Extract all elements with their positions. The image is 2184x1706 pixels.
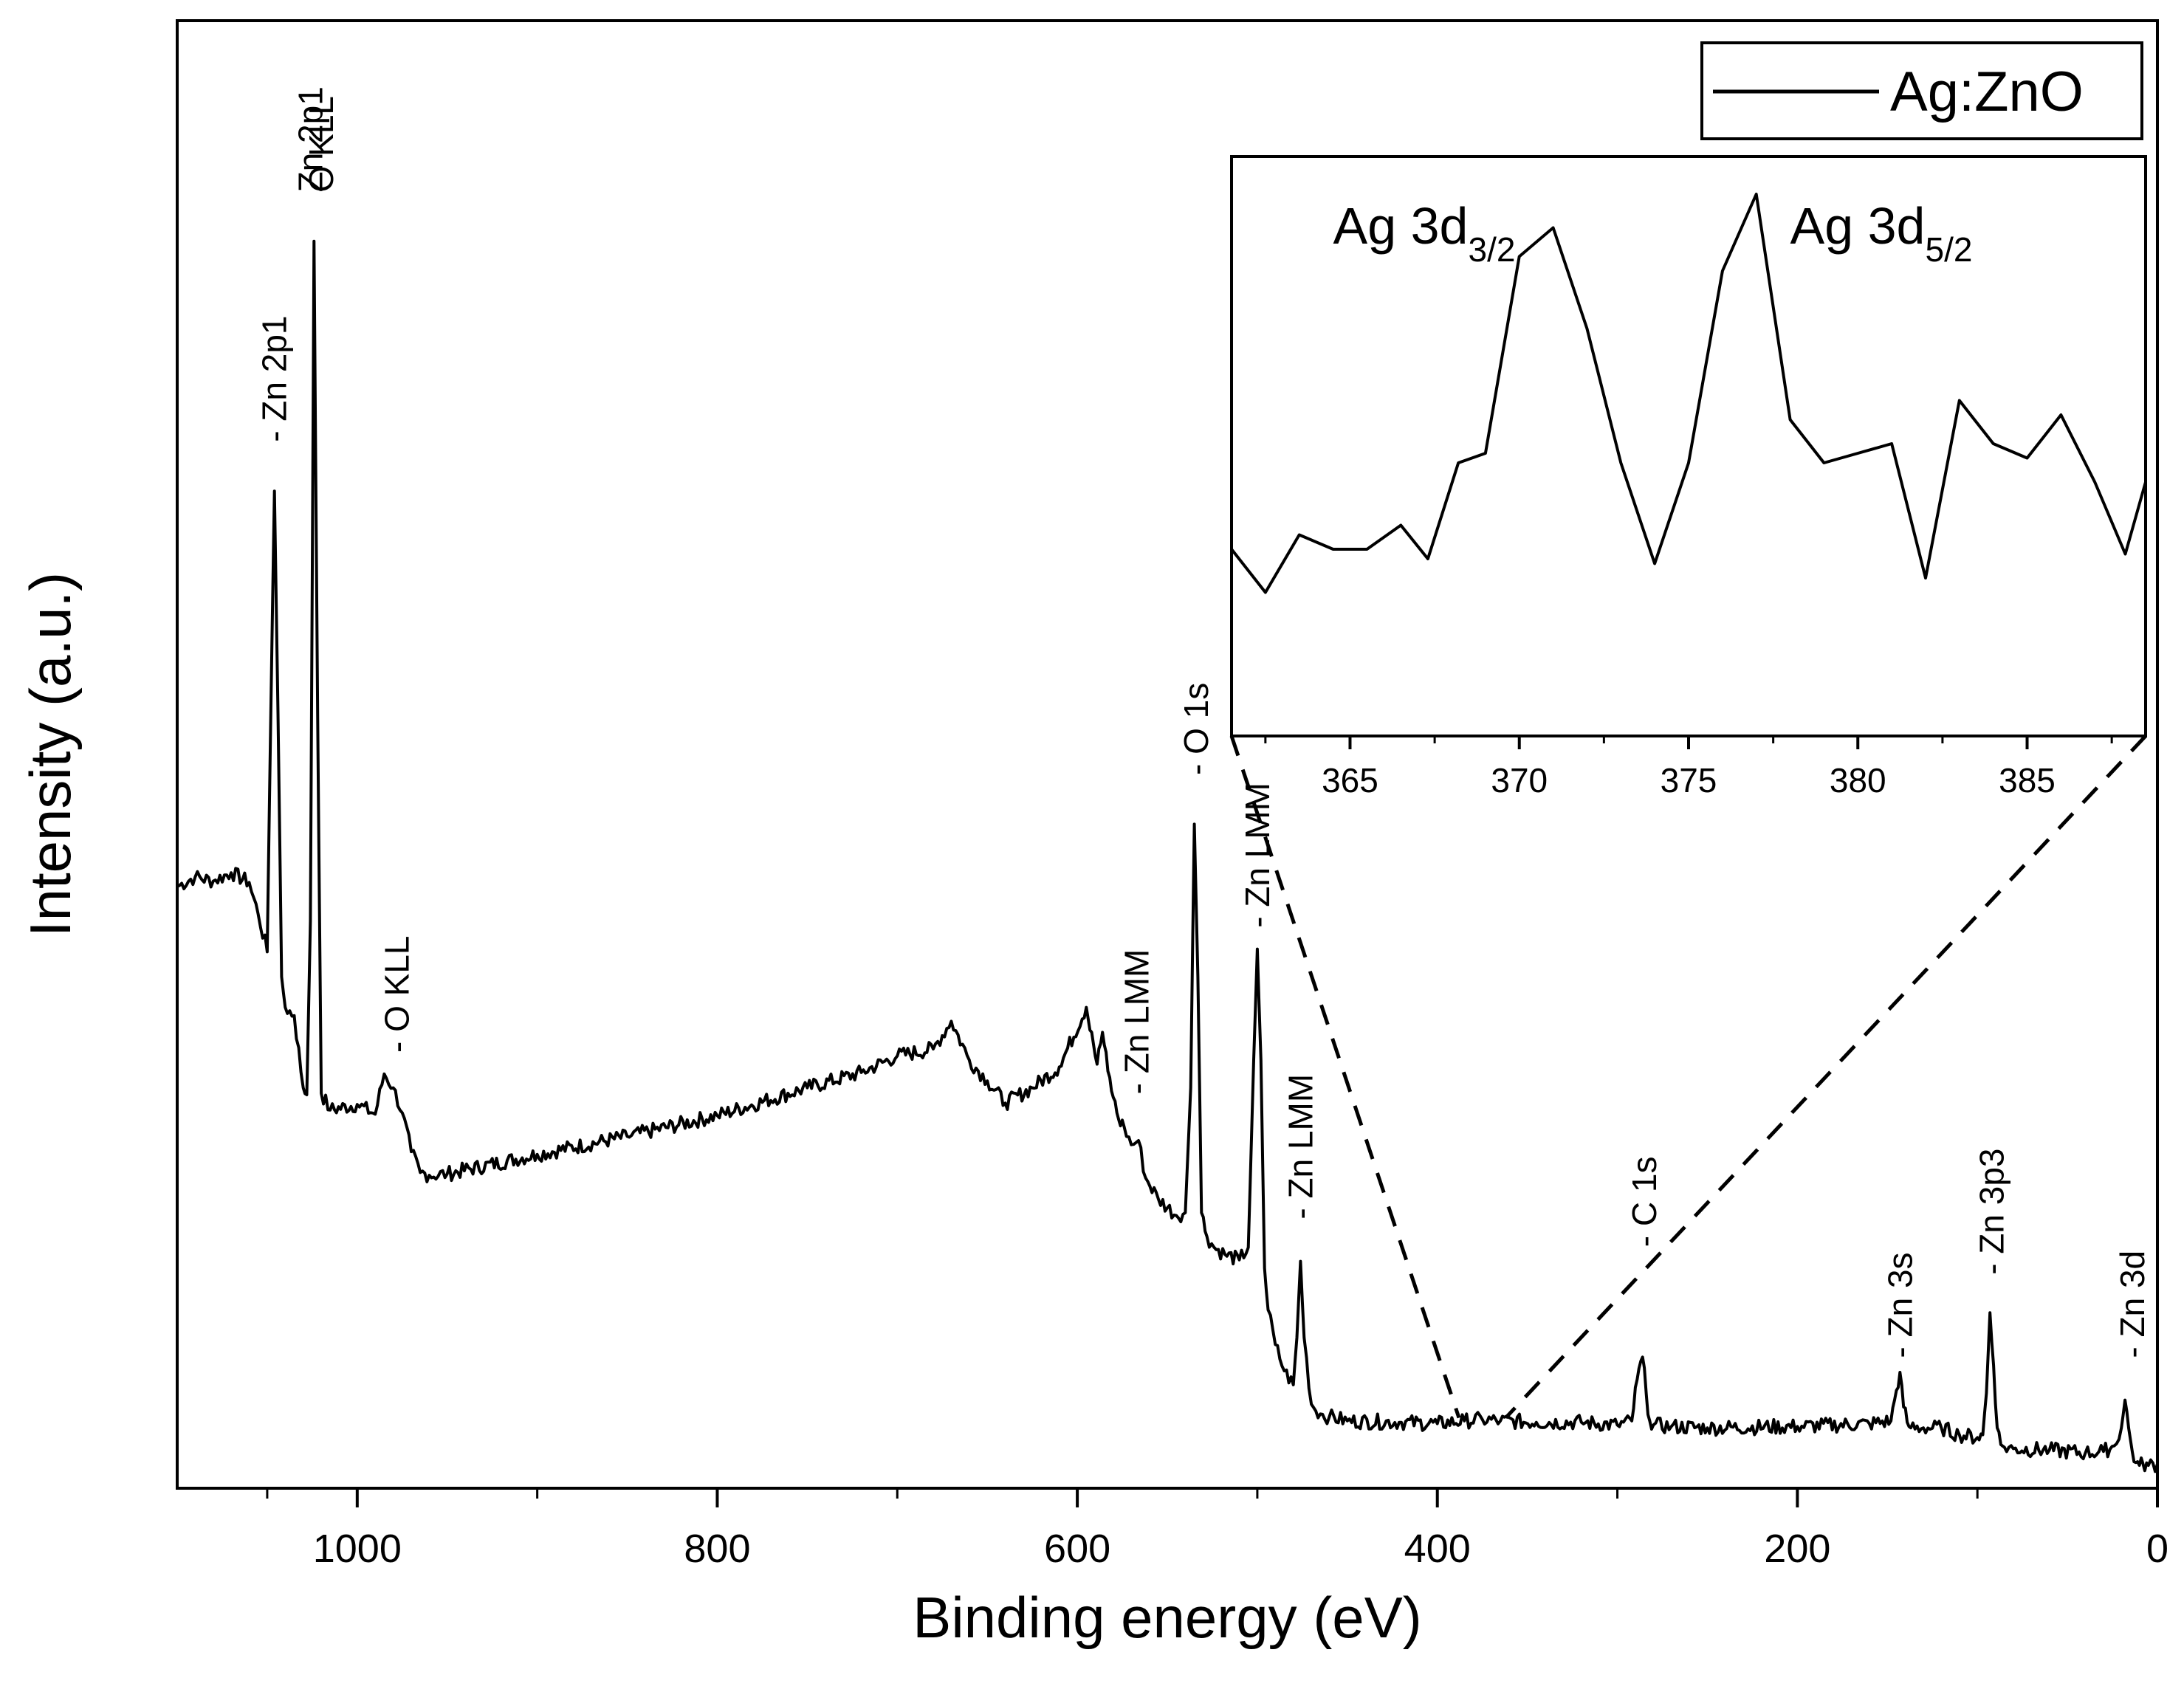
x-tick-label: 400 [1404, 1527, 1471, 1571]
x-tick-label: 600 [1044, 1527, 1110, 1571]
x-tick-label: 1000 [313, 1527, 402, 1571]
legend-label: Ag:ZnO [1890, 61, 2084, 123]
x-axis-tick-labels: 1000 800 600 400 200 0 [313, 1527, 2168, 1571]
inset-tick-label: 380 [1830, 761, 1886, 799]
peak-annotation: - Zn 3d [2113, 1251, 2152, 1358]
x-tick-label: 800 [684, 1527, 750, 1571]
inset-tick-label: 375 [1661, 761, 1717, 799]
plot-area-frame [176, 19, 2159, 1490]
inset-x-axis-tick-labels: 365 370 375 380 385 [1322, 761, 2056, 799]
peak-annotation: - O 1s [1177, 683, 1215, 775]
inset-tick-label: 385 [1999, 761, 2056, 799]
x-axis-title: Binding energy (eV) [913, 1585, 1421, 1650]
x-tick-label: 200 [1764, 1527, 1830, 1571]
peak-annotation: - C 1s [1625, 1157, 1663, 1248]
x-tick-label: 0 [2146, 1527, 2168, 1571]
inset-tick-label: 370 [1491, 761, 1548, 799]
peak-annotation: - O KLL [378, 935, 416, 1053]
peak-annotation: - Zn LMM [1281, 1074, 1319, 1220]
peak-annotation: Zn 2p1 [291, 86, 329, 192]
inset-tick-label: 365 [1322, 761, 1378, 799]
inset-peak-label: Ag 3d3/2 [1333, 197, 1516, 269]
inset-background [1232, 157, 2146, 736]
inset-peak-label: Ag 3d5/2 [1790, 197, 1973, 269]
peak-annotation: O KLL [302, 96, 340, 192]
x-axis-ticks [266, 1488, 2159, 1507]
peak-annotation: - Zn LMM [1118, 949, 1156, 1095]
zoom-connector-right [1504, 735, 2147, 1420]
zoom-connector-left [1229, 735, 1461, 1419]
peak-annotation: - Zn 3p3 [1973, 1148, 2011, 1274]
inset-x-axis-ticks [1264, 736, 2113, 749]
inset-peak-labels: Ag 3d3/2 Ag 3d5/2 [1333, 197, 1973, 269]
peak-annotation: - Zn 2p1 [255, 315, 294, 441]
y-axis-title: Intensity (a.u.) [18, 572, 83, 937]
peak-annotation: - Zn 3s [1881, 1252, 1919, 1358]
inset-series-line [1230, 193, 2147, 594]
series-line-ag-zno [176, 239, 2159, 1473]
